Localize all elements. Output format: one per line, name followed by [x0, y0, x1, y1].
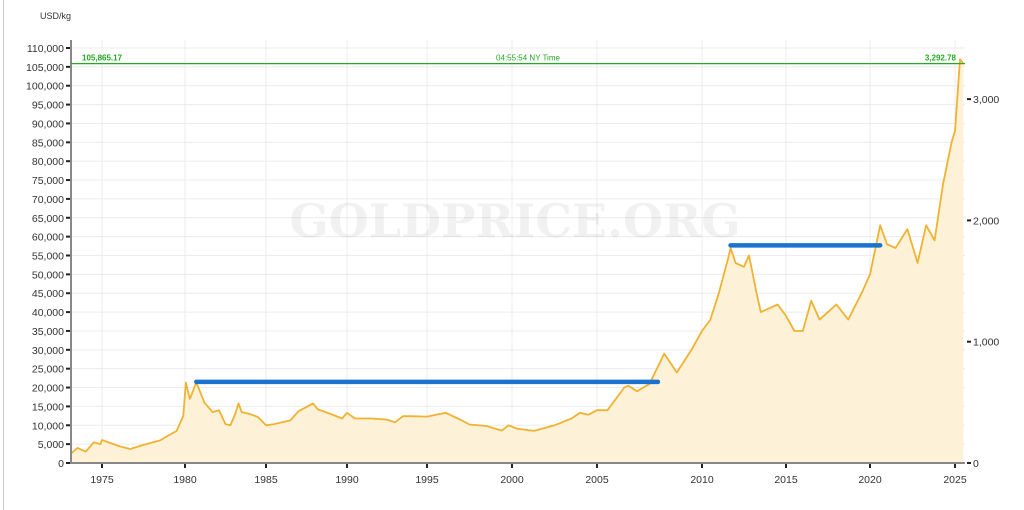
y-tick-label: 90,000 [32, 118, 64, 130]
x-tick-label: 2010 [690, 474, 714, 486]
y-tick-label: 15,000 [32, 401, 64, 413]
x-tick-label: 1975 [90, 474, 114, 486]
current-price-kg-label: 105,865.17 [82, 54, 123, 63]
y-tick-label: 0 [58, 458, 64, 470]
price-area-fill [71, 59, 964, 464]
y-tick-label: 100,000 [26, 81, 64, 93]
x-tick-label: 2000 [500, 474, 524, 486]
x-tick-label: 1990 [335, 474, 359, 486]
y2-tick-label: 0 [973, 458, 979, 470]
page-border [3, 0, 4, 510]
y-tick-label: 10,000 [32, 420, 64, 432]
y-tick-label: 20,000 [32, 383, 64, 395]
y-tick-label: 50,000 [32, 269, 64, 281]
y-axis-unit-label: USD/kg [40, 11, 72, 21]
y-tick-label: 5,000 [38, 439, 64, 451]
x-tick-label: 2015 [774, 474, 798, 486]
y-tick-label: 55,000 [32, 251, 64, 263]
y2-tick-label: 3,000 [973, 94, 999, 106]
y-tick-label: 95,000 [32, 100, 64, 112]
y-tick-label: 75,000 [32, 175, 64, 187]
current-price-oz-label: 3,292.78 [925, 54, 957, 63]
y2-tick-label: 2,000 [973, 215, 999, 227]
watermark: GOLDPRICE.ORG [289, 194, 740, 248]
x-tick-label: 1995 [415, 474, 439, 486]
y-tick-label: 70,000 [32, 194, 64, 206]
y-tick-label: 80,000 [32, 156, 64, 168]
y-tick-label: 40,000 [32, 307, 64, 319]
y-tick-label: 30,000 [32, 345, 64, 357]
x-tick-label: 2025 [943, 474, 967, 486]
y-tick-label: 60,000 [32, 232, 64, 244]
y-tick-label: 25,000 [32, 364, 64, 376]
x-tick-label: 1980 [173, 474, 197, 486]
x-tick-label: 2020 [858, 474, 882, 486]
y-tick-label: 35,000 [32, 326, 64, 338]
x-tick-label: 2005 [585, 474, 609, 486]
x-tick-label: 1985 [254, 474, 278, 486]
price-line [70, 58, 965, 455]
y-tick-label: 105,000 [26, 62, 64, 74]
y-tick-label: 45,000 [32, 288, 64, 300]
y2-tick-label: 1,000 [973, 337, 999, 349]
y-tick-label: 110,000 [27, 43, 64, 55]
y-tick-label: 65,000 [32, 213, 64, 225]
y-tick-label: 85,000 [32, 137, 64, 149]
current-time-label: 04:55:54 NY Time [496, 54, 560, 63]
